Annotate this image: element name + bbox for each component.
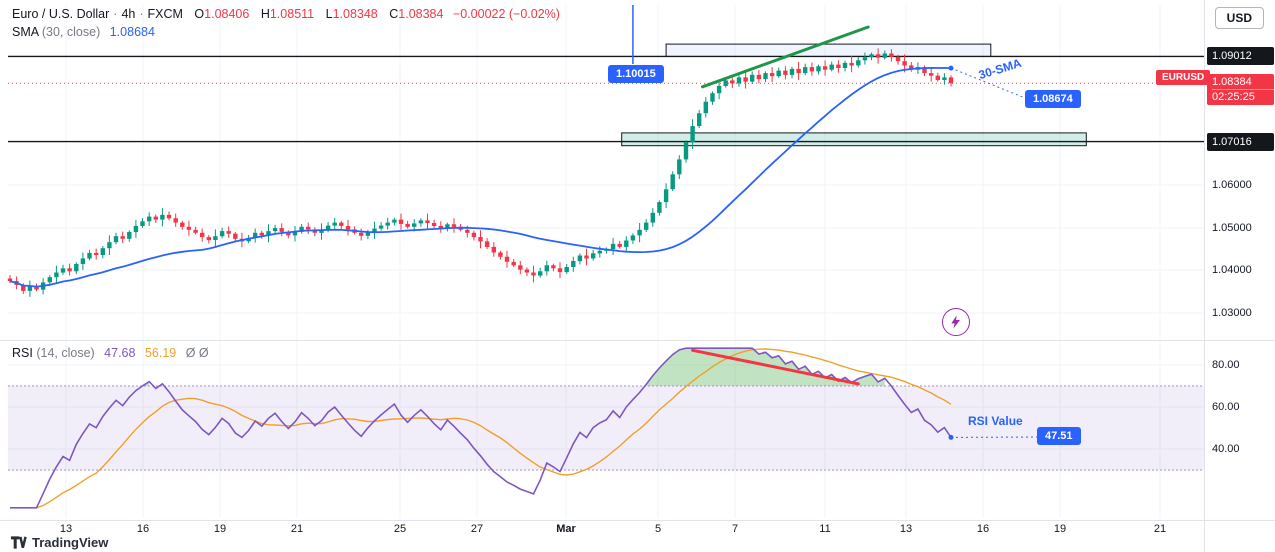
time-axis-label-16: 16: [136, 523, 150, 535]
price-axis[interactable]: 1.09012 1.08384 02:25:25 1.07016 1.06000 1.05…: [1205, 0, 1275, 520]
rsi-ma-value: 56.19: [144, 346, 177, 360]
axis-label-60.00: 60.00: [1212, 401, 1240, 413]
ohlc-low-key: L: [325, 7, 333, 21]
ohlc-open-value: 1.08406: [204, 7, 250, 21]
time-axis-label-5: 5: [654, 523, 662, 535]
axis-label-40.00: 40.00: [1212, 443, 1240, 455]
ohlc-high-value: 1.08511: [269, 7, 315, 21]
currency-toggle-button[interactable]: USD: [1214, 7, 1264, 29]
rsi-value-caption: RSI Value: [968, 414, 1023, 428]
time-axis-label-Mar: Mar: [556, 523, 576, 535]
legend-separator: ·: [139, 7, 144, 21]
legend-separator: ·: [113, 7, 118, 21]
symbol-legend[interactable]: Euro / U.S. Dollar · 4h · FXCM O1.08406 H1.0…: [12, 7, 560, 21]
time-axis-label-13: 13: [899, 523, 913, 535]
tradingview-logo-mark: [10, 536, 27, 549]
rsi-value: 47.68: [104, 346, 136, 360]
ohlc-high-key: H: [260, 7, 270, 21]
axis-label-80.00: 80.00: [1212, 359, 1240, 371]
time-axis-label-16: 16: [976, 523, 990, 535]
axis-label-1.05000: 1.05000: [1212, 222, 1252, 234]
axis-badge-1.08384: 1.08384 02:25:25: [1207, 74, 1274, 105]
bar-countdown: 02:25:25: [1212, 89, 1274, 104]
time-axis-label-11: 11: [819, 523, 831, 535]
time-axis[interactable]: 13 16 19 21 25 27 Mar 5 7 11 13 16 19 21: [0, 521, 1204, 539]
interval-label: 4h: [121, 7, 136, 21]
ohlc-open-key: O: [194, 7, 205, 21]
rsi-value-label[interactable]: 47.51: [1037, 427, 1081, 445]
sma-indicator-legend[interactable]: SMA (30, close) 1.08684: [12, 25, 155, 39]
lightning-icon[interactable]: [942, 308, 970, 336]
axis-badge-1.07016: 1.07016: [1207, 133, 1274, 151]
rsi-hidden-values: Ø Ø: [185, 346, 209, 360]
rsi-name: RSI: [12, 346, 33, 360]
symbol-price-badge: EURUSD: [1156, 70, 1211, 85]
ohlc-close-value: 1.08384: [398, 7, 444, 21]
time-axis-label-19: 19: [1053, 523, 1067, 535]
axis-label-1.03000: 1.03000: [1212, 307, 1252, 319]
sma-params: (30, close): [41, 25, 101, 39]
axis-label-1.04000: 1.04000: [1212, 264, 1252, 276]
tradingview-logo[interactable]: TradingView: [10, 535, 108, 550]
ohlc-low-value: 1.08348: [332, 7, 378, 21]
tradingview-logo-text: TradingView: [32, 535, 109, 550]
ohlc-close-key: C: [389, 7, 399, 21]
axis-label-1.06000: 1.06000: [1212, 179, 1252, 191]
lightning-bolt-icon: [951, 315, 960, 329]
ohlc-change: −0.00022 (−0.02%): [452, 7, 560, 21]
exchange-label: FXCM: [147, 7, 183, 21]
price-alert-label[interactable]: 1.10015: [608, 65, 664, 83]
sma-value: 1.08684: [109, 25, 155, 39]
rsi-params: (14, close): [36, 346, 95, 360]
time-axis-label-13: 13: [59, 523, 73, 535]
sma-name: SMA: [12, 25, 39, 39]
rsi-indicator-legend[interactable]: RSI (14, close) 47.68 56.19 Ø Ø: [12, 346, 209, 360]
time-axis-label-25: 25: [393, 523, 407, 535]
time-axis-label-7: 7: [731, 523, 739, 535]
sma-value-label[interactable]: 1.08674: [1025, 90, 1081, 108]
time-axis-label-19: 19: [213, 523, 227, 535]
axis-badge-1.09012: 1.09012: [1207, 47, 1274, 65]
time-axis-label-21: 21: [290, 523, 304, 535]
time-axis-label-21: 21: [1153, 523, 1167, 535]
time-axis-label-27: 27: [470, 523, 484, 535]
symbol-title: Euro / U.S. Dollar: [12, 7, 110, 21]
